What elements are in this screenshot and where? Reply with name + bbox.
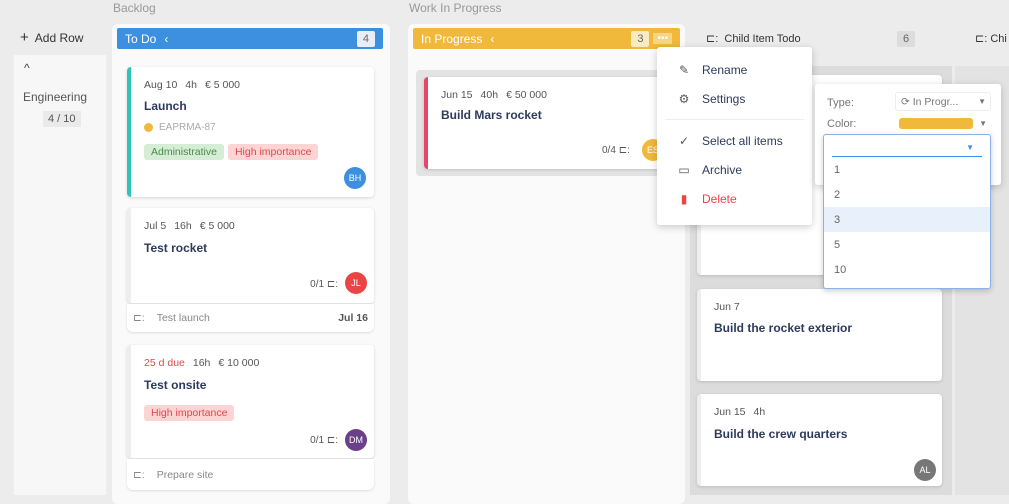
tag: High importance	[144, 405, 235, 421]
collapse-icon[interactable]: ^	[24, 61, 30, 75]
chevron-down-icon: ▼	[978, 97, 986, 106]
collapse-left-icon[interactable]: ‹	[490, 31, 495, 46]
column-header-child-todo[interactable]: ⊏: Child Item Todo	[706, 33, 801, 45]
plus-icon: +	[20, 29, 29, 46]
limit-option[interactable]: 1	[834, 163, 841, 176]
folder-icon: ▭	[678, 162, 690, 177]
card-launch[interactable]: Aug 10 4h € 5 000 Launch EAPRMA-87 Adminis…	[127, 67, 374, 197]
avatar: DM	[345, 429, 367, 451]
tag: Administrative	[144, 144, 224, 160]
subitems-icon: ⊏:	[326, 279, 338, 290]
card-test-rocket[interactable]: Jul 5 16h € 5 000 Test rocket 0/1 ⊏: JL	[127, 208, 374, 303]
pencil-icon: ✎	[678, 62, 690, 77]
child-item-row[interactable]: ⊏: Prepare site	[127, 459, 374, 490]
subitems-icon: ⊏:	[618, 145, 630, 156]
refresh-icon: ⟳	[901, 95, 910, 108]
tag: High importance	[227, 144, 319, 160]
more-options-button[interactable]: •••	[653, 33, 672, 44]
subitems-icon: ⊏:	[975, 33, 988, 45]
limit-option[interactable]: 2	[834, 188, 841, 201]
subitem-icon: ⊏:	[133, 312, 145, 324]
chevron-down-icon: ▼	[979, 119, 987, 128]
card-build-rocket-exterior[interactable]: Jun 7 Build the rocket exterior	[697, 289, 942, 381]
card-build-mars-rocket[interactable]: Jun 15 40h € 50 000 Build Mars rocket 0/4 …	[424, 77, 680, 169]
limit-dropdown[interactable]: ▼ 1 2 3 5 10	[823, 134, 991, 289]
add-row-button[interactable]: + Add Row	[20, 29, 84, 46]
group-wip: Work In Progress	[409, 1, 502, 15]
warning-icon	[144, 123, 153, 132]
chevron-down-icon: ▼	[966, 143, 974, 152]
limit-input[interactable]: ▼	[832, 141, 982, 157]
menu-item-select-all[interactable]: ✓ Select all items	[678, 133, 783, 148]
card-build-crew-quarters[interactable]: Jun 15 4h Build the crew quarters AL	[697, 394, 942, 486]
menu-item-archive[interactable]: ▭ Archive	[678, 162, 743, 177]
menu-item-settings[interactable]: ⚙ Settings	[678, 91, 746, 106]
column-header-todo[interactable]: To Do ‹ 4	[117, 28, 383, 49]
double-check-icon: ✓	[678, 133, 690, 148]
avatar: JL	[345, 272, 367, 294]
menu-item-delete[interactable]: ▮ Delete	[657, 184, 812, 213]
subitems-icon: ⊏:	[326, 435, 338, 446]
color-select[interactable]: ▼	[895, 115, 991, 132]
limit-option[interactable]: 5	[834, 238, 841, 251]
avatar: AL	[914, 459, 936, 481]
row-name: Engineering	[23, 90, 88, 104]
subitems-icon: ⊏:	[706, 33, 719, 45]
card-test-onsite[interactable]: 25 d due 16h € 10 000 Test onsite High imp…	[127, 345, 374, 458]
color-swatch	[899, 118, 973, 129]
collapse-left-icon[interactable]: ‹	[164, 31, 169, 46]
type-select[interactable]: ⟳ In Progr... ▼	[895, 92, 991, 111]
column-context-menu: ✎ Rename ⚙ Settings ✓ Select all items ▭ Arc…	[657, 47, 812, 225]
limit-option[interactable]: 3	[824, 207, 990, 232]
row-count: 4 / 10	[43, 111, 81, 127]
group-backlog: Backlog	[113, 1, 156, 15]
gear-icon: ⚙	[678, 91, 690, 106]
subitem-icon: ⊏:	[133, 468, 145, 481]
child-item-row[interactable]: ⊏: Test launch Jul 16	[127, 304, 374, 332]
menu-item-rename[interactable]: ✎ Rename	[678, 62, 748, 77]
row-header: ^ Engineering 4 / 10	[14, 55, 106, 495]
column-header-child-next[interactable]: ⊏: Chi	[975, 33, 1007, 45]
column-header-in-progress[interactable]: In Progress ‹ 3 •••	[413, 28, 680, 49]
limit-option[interactable]: 10	[834, 263, 847, 276]
avatar: BH	[344, 167, 366, 189]
trash-icon: ▮	[680, 191, 688, 206]
